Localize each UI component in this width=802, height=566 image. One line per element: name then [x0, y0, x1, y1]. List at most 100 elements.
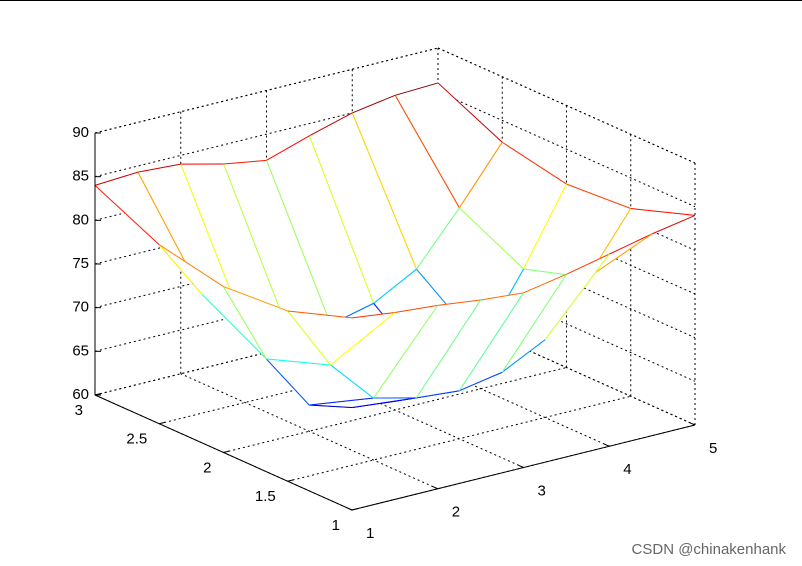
- mesh-edge: [587, 233, 653, 279]
- mesh-edge: [459, 207, 524, 270]
- mesh-face: [523, 184, 631, 278]
- mesh-edge: [94, 185, 160, 246]
- box-edge: [94, 47, 439, 134]
- mesh-edge: [394, 82, 439, 96]
- mesh-face: [309, 397, 417, 408]
- mesh-edge: [437, 299, 481, 306]
- mesh-edge: [437, 82, 503, 143]
- mesh-face: [352, 95, 460, 270]
- y-tick: [223, 450, 230, 453]
- x-tick: [518, 464, 524, 468]
- mesh-edge: [308, 135, 375, 304]
- mesh-edge: [566, 183, 631, 209]
- mesh-edge: [630, 207, 696, 216]
- mesh-edge: [287, 310, 332, 366]
- x-tick: [432, 486, 438, 490]
- z-tick-label: 80: [72, 211, 89, 228]
- z-tick-label: 60: [72, 386, 89, 403]
- mesh-face: [223, 286, 331, 365]
- mesh-edge: [309, 112, 353, 137]
- mesh-edge: [266, 358, 310, 406]
- mesh-edge: [480, 292, 524, 301]
- y-tick-label: 1.5: [255, 488, 276, 505]
- mesh-face: [459, 274, 567, 391]
- y-tick: [351, 508, 359, 511]
- mesh-edge: [223, 286, 267, 360]
- mesh-edge: [352, 94, 396, 114]
- mesh-edge: [223, 286, 288, 312]
- watermark: CSDN @chinakenhank: [632, 541, 787, 558]
- grid-line: [437, 91, 696, 208]
- mesh-face: [180, 164, 288, 330]
- mesh-edge: [330, 364, 374, 399]
- mesh-edge: [458, 141, 503, 209]
- mesh-face: [95, 172, 203, 295]
- mesh-edge: [459, 371, 503, 392]
- x-tick-label: 2: [452, 504, 460, 521]
- mesh-face: [587, 208, 695, 278]
- mesh-edge: [544, 253, 610, 341]
- mesh-face: [266, 135, 374, 325]
- x-tick: [689, 422, 696, 426]
- mesh-edge: [416, 390, 460, 399]
- mesh-edge: [501, 339, 546, 373]
- mesh-edge: [266, 358, 331, 366]
- y-tick: [159, 421, 166, 425]
- mesh-edge: [352, 397, 417, 409]
- z-tick-label: 85: [72, 168, 89, 185]
- mesh-edge: [651, 214, 696, 235]
- y-tick: [287, 479, 294, 482]
- mesh-edge: [266, 135, 310, 161]
- mesh-edge: [394, 95, 460, 209]
- mesh-face: [416, 292, 524, 398]
- z-tick-label: 90: [72, 124, 89, 141]
- mesh-edge: [94, 171, 139, 186]
- mesh-edge: [373, 305, 439, 399]
- mesh-edge: [158, 244, 203, 295]
- y-tick: [94, 393, 102, 396]
- mesh-face: [223, 160, 331, 330]
- x-tick-label: 5: [709, 440, 717, 457]
- x-tick: [346, 507, 353, 511]
- grid-line: [223, 367, 567, 453]
- mesh-edge: [309, 404, 353, 409]
- mesh-face: [287, 310, 395, 365]
- y-tick-label: 3: [75, 402, 83, 419]
- y-tick-label: 1: [332, 517, 340, 534]
- mesh-edge: [609, 233, 653, 255]
- mesh-edge: [137, 163, 181, 173]
- x-tick-label: 3: [538, 482, 546, 499]
- mesh-edge: [416, 207, 460, 270]
- mesh-edge: [394, 304, 438, 313]
- mesh-edge: [501, 274, 567, 373]
- mesh-edge: [351, 311, 395, 319]
- grid-line: [287, 395, 631, 482]
- y-tick-label: 2.5: [126, 431, 147, 448]
- mesh-edge: [158, 244, 224, 287]
- mesh-edge: [523, 273, 567, 294]
- z-tick-label: 75: [72, 255, 89, 272]
- grid-line: [94, 91, 439, 178]
- mesh-edge: [373, 268, 417, 304]
- x-tick: [604, 443, 610, 447]
- z-tick-label: 65: [72, 342, 89, 359]
- mesh-edge: [523, 183, 567, 270]
- grid-line: [180, 373, 438, 490]
- mesh-face: [502, 254, 610, 373]
- mesh-edge: [458, 292, 524, 391]
- mesh-edge: [330, 312, 396, 366]
- x-tick-label: 1: [366, 525, 374, 542]
- y-tick-label: 2: [203, 459, 211, 476]
- mesh-face: [330, 305, 438, 398]
- mesh-edge: [501, 141, 567, 185]
- mesh-face: [459, 142, 567, 269]
- mesh-edge: [223, 159, 267, 165]
- mesh-face: [266, 358, 374, 406]
- mesh-edge: [223, 163, 289, 331]
- mesh-face: [309, 112, 417, 304]
- mesh-edge: [287, 310, 353, 319]
- mesh-face: [373, 299, 481, 398]
- x-tick-label: 4: [623, 461, 631, 478]
- mesh-edge: [415, 299, 482, 399]
